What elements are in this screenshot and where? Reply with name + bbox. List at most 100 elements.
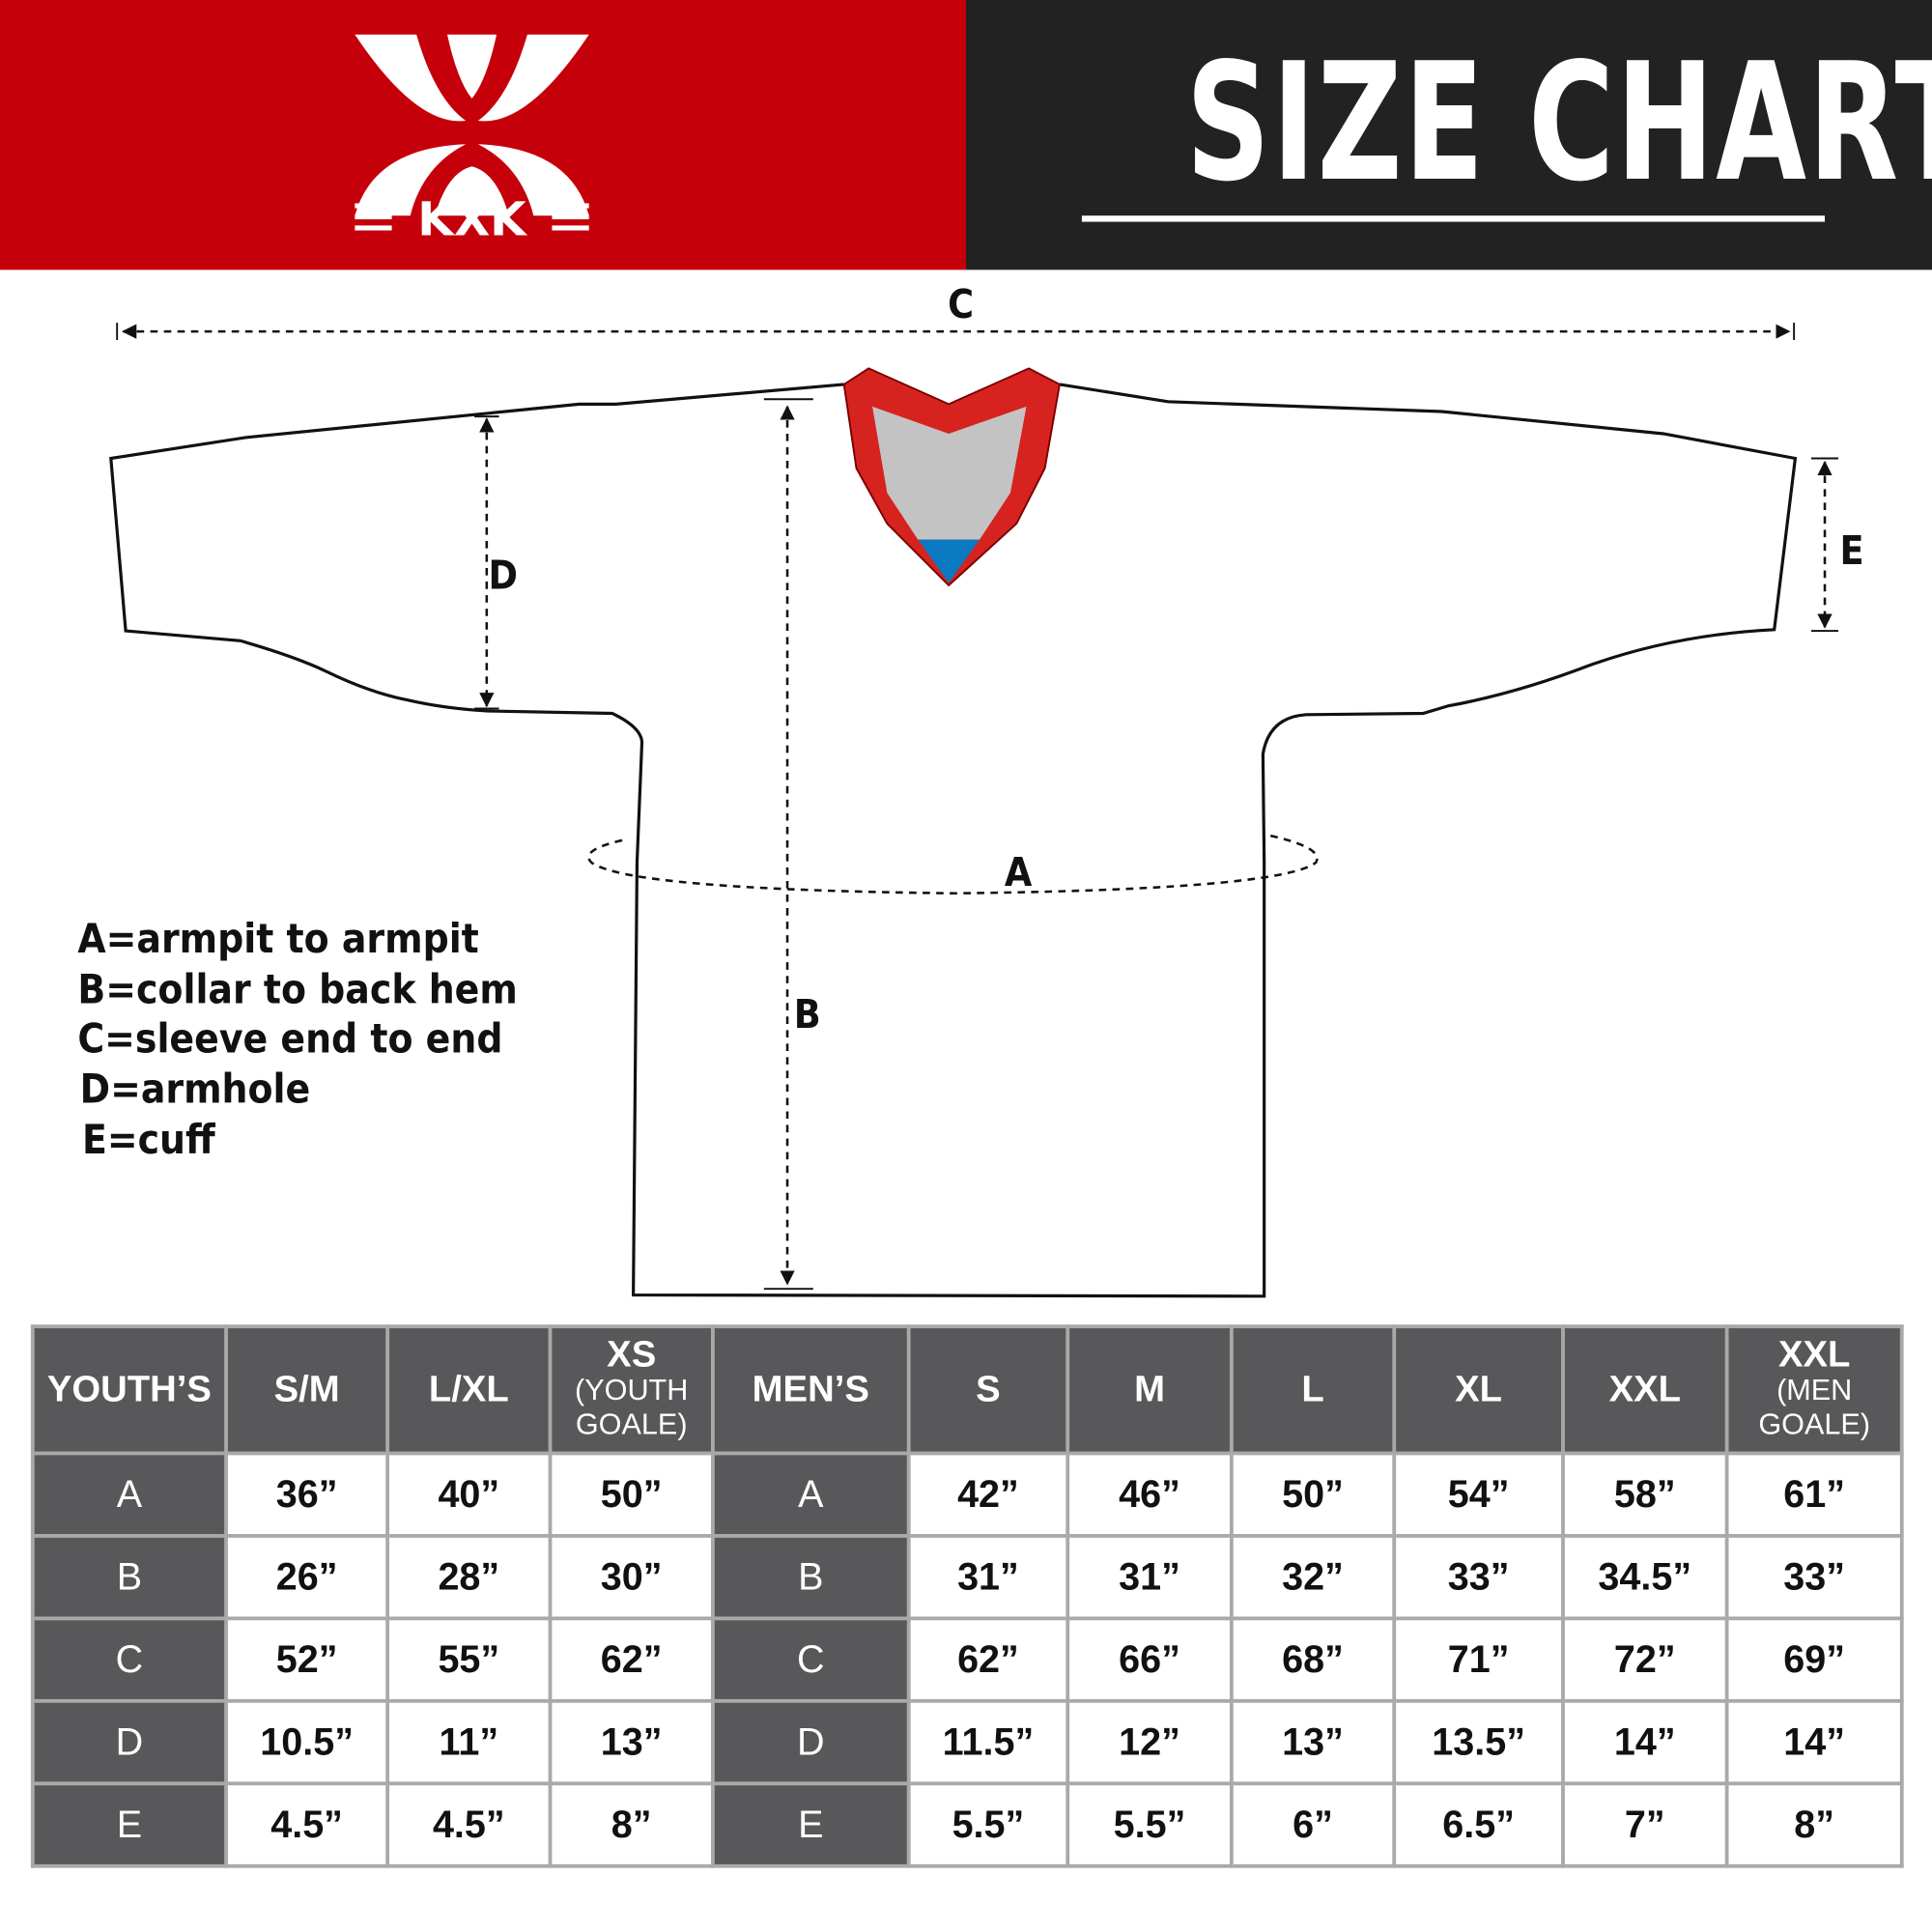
table-cell: 13”: [548, 1698, 715, 1786]
column-header-label: M: [1134, 1369, 1165, 1410]
title-underline: [1081, 215, 1826, 222]
column-header-label: XXL: [1608, 1369, 1682, 1410]
table-cell: 66”: [1065, 1616, 1234, 1703]
legend-item: E=cuff: [81, 1115, 215, 1163]
label-b: B: [793, 990, 821, 1037]
row-label: E: [30, 1781, 228, 1868]
table-cell: 8”: [548, 1781, 715, 1868]
column-header: XL: [1392, 1324, 1565, 1456]
table-cell: 40”: [385, 1451, 553, 1538]
label-c: C: [948, 280, 975, 328]
column-header-sublabel: (YOUTH GOALE): [575, 1374, 689, 1442]
table-cell: 31”: [906, 1534, 1070, 1621]
column-header: S: [906, 1324, 1070, 1456]
column-header: L/XL: [385, 1324, 553, 1456]
table-cell: 58”: [1561, 1451, 1729, 1538]
kxk-logo: KXK: [355, 34, 589, 241]
table-cell: 11.5”: [906, 1698, 1070, 1786]
table-cell: 10.5”: [224, 1698, 390, 1786]
table-cell: 50”: [1229, 1451, 1397, 1538]
table-cell: 34.5”: [1561, 1534, 1729, 1621]
table-cell: 14”: [1561, 1698, 1729, 1786]
table-cell: 6”: [1229, 1781, 1397, 1868]
table-cell: 13.5”: [1392, 1698, 1565, 1786]
column-header: M: [1065, 1324, 1234, 1456]
row-label: B: [710, 1534, 911, 1621]
row-label: C: [710, 1616, 911, 1703]
table-cell: 8”: [1724, 1781, 1904, 1868]
legend-item: B=collar to back hem: [77, 964, 518, 1013]
jersey-outline: [109, 383, 1798, 1298]
table-cell: 4.5”: [224, 1781, 390, 1868]
table-cell: 42”: [906, 1451, 1070, 1538]
column-header: XXL: [1561, 1324, 1729, 1456]
youth-header: YOUTH’S: [30, 1324, 228, 1456]
table-cell: 62”: [906, 1616, 1070, 1703]
collar-tag: [918, 539, 980, 583]
column-header: L: [1229, 1324, 1397, 1456]
table-cell: 7”: [1561, 1781, 1729, 1868]
measurement-legend: A=armpit to armpit B=collar to back hem …: [77, 914, 566, 1165]
table-cell: 14”: [1724, 1698, 1904, 1786]
table-row: D 10.5” 11” 13” D 11.5” 12” 13” 13.5” 14” 14”: [30, 1698, 1904, 1786]
page-title: SIZE CHART: [1185, 28, 1932, 218]
table-cell: 6.5”: [1392, 1781, 1565, 1868]
men-header: MEN’S: [710, 1324, 911, 1456]
column-header-label: MEN’S: [752, 1369, 869, 1410]
column-header-label: L: [1301, 1369, 1324, 1410]
table-cell: 30”: [548, 1534, 715, 1621]
table-cell: 55”: [385, 1616, 553, 1703]
table-cell: 26”: [224, 1534, 390, 1621]
column-header-label: XS: [607, 1334, 657, 1376]
column-header: XS (YOUTH GOALE): [548, 1324, 715, 1456]
row-label: A: [710, 1451, 911, 1538]
table-cell: 68”: [1229, 1616, 1397, 1703]
table-row: A 36” 40” 50” A 42” 46” 50” 54” 58” 61”: [30, 1451, 1904, 1538]
label-d: D: [488, 552, 519, 599]
column-header-label: S: [976, 1369, 1001, 1410]
table-cell: 50”: [548, 1451, 715, 1538]
row-label: E: [710, 1781, 911, 1868]
table-row: E 4.5” 4.5” 8” E 5.5” 5.5” 6” 6.5” 7” 8”: [30, 1781, 1904, 1868]
table-cell: 33”: [1392, 1534, 1565, 1621]
table-cell: 61”: [1724, 1451, 1904, 1538]
table-cell: 32”: [1229, 1534, 1397, 1621]
table-cell: 4.5”: [385, 1781, 553, 1868]
legend-item: D=armhole: [79, 1065, 311, 1113]
legend-item: A=armpit to armpit: [77, 914, 479, 963]
column-header: XXL (MEN GOALE): [1724, 1324, 1904, 1456]
table-cell: 69”: [1724, 1616, 1904, 1703]
column-header-label: XL: [1455, 1369, 1503, 1410]
column-header-label: YOUTH’S: [46, 1369, 212, 1410]
table-cell: 13”: [1229, 1698, 1397, 1786]
row-label: B: [30, 1534, 228, 1621]
row-label: D: [710, 1698, 911, 1786]
jersey-diagram: [109, 323, 1839, 1298]
dimension-a-line: [587, 834, 1319, 895]
column-header: S/M: [224, 1324, 390, 1456]
row-label: C: [30, 1616, 228, 1703]
column-header-label: XXL: [1777, 1334, 1851, 1376]
table-cell: 33”: [1724, 1534, 1904, 1621]
table-header-row: YOUTH’S S/M L/XL XS (YOUTH GOALE) MEN’S S M L XL X…: [30, 1324, 1904, 1456]
label-a: A: [1004, 848, 1033, 896]
table-cell: 28”: [385, 1534, 553, 1621]
table-row: B 26” 28” 30” B 31” 31” 32” 33” 34.5” 33”: [30, 1534, 1904, 1621]
table-cell: 12”: [1065, 1698, 1234, 1786]
table-cell: 36”: [224, 1451, 390, 1538]
table-cell: 46”: [1065, 1451, 1234, 1538]
row-label: D: [30, 1698, 228, 1786]
table-cell: 52”: [224, 1616, 390, 1703]
logo-text: KXK: [417, 193, 528, 241]
table-cell: 11”: [385, 1698, 553, 1786]
column-header-label: L/XL: [428, 1369, 509, 1410]
table-cell: 31”: [1065, 1534, 1234, 1621]
legend-item: C=sleeve end to end: [77, 1014, 503, 1064]
table-cell: 72”: [1561, 1616, 1729, 1703]
collar-inner: [872, 406, 1027, 540]
table-cell: 5.5”: [906, 1781, 1070, 1868]
table-cell: 62”: [548, 1616, 715, 1703]
table-cell: 54”: [1392, 1451, 1565, 1538]
table-cell: 5.5”: [1065, 1781, 1234, 1868]
